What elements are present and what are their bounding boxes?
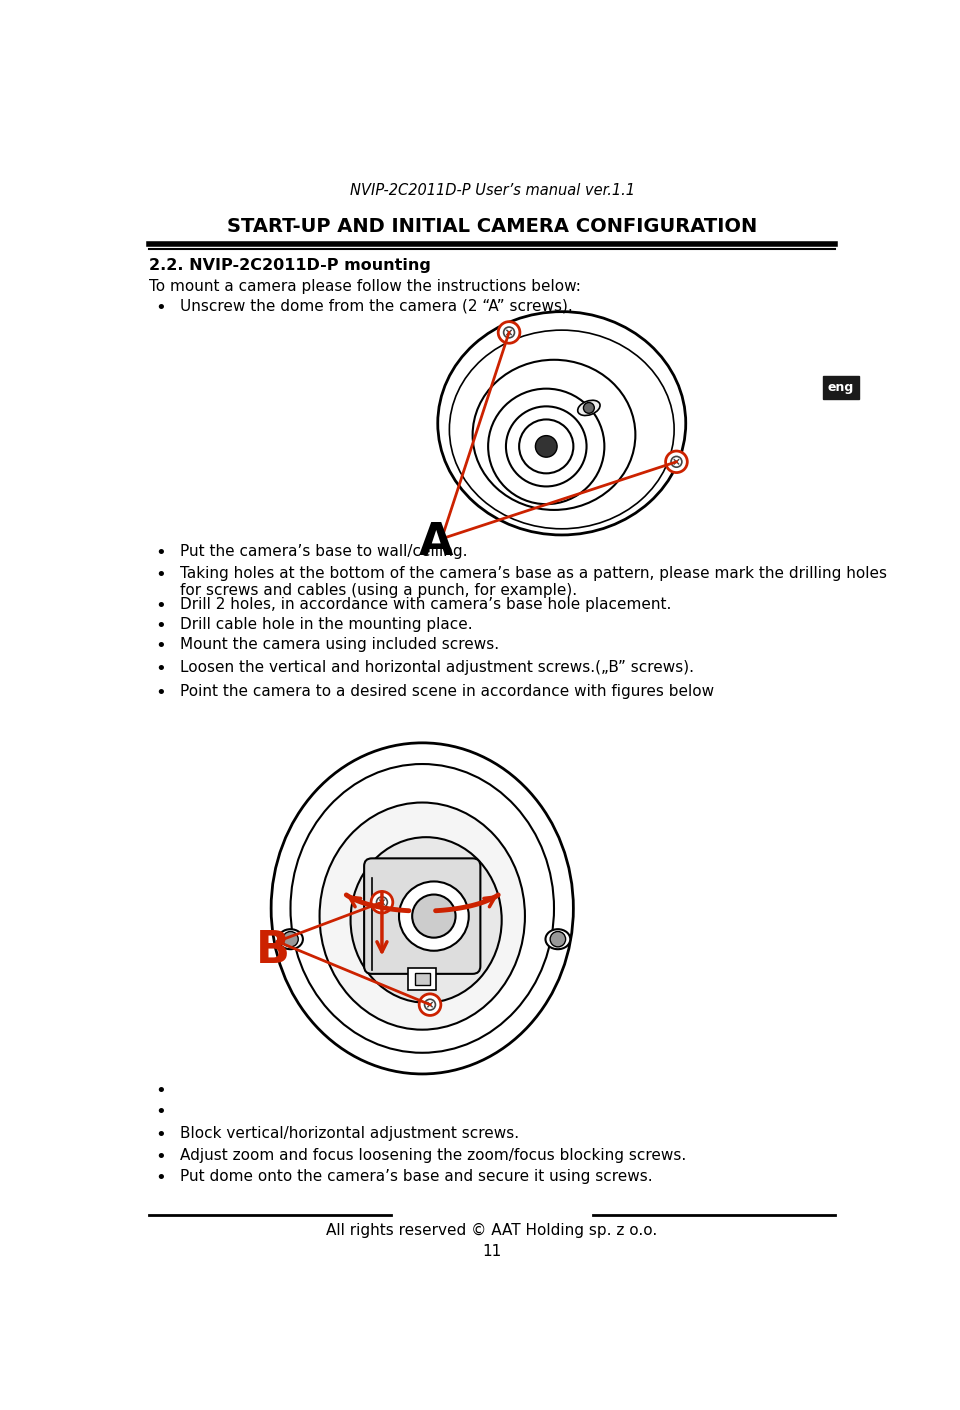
Text: •: • [155,637,166,656]
Text: Point the camera to a desired scene in accordance with figures below: Point the camera to a desired scene in a… [180,684,714,698]
Circle shape [412,894,456,938]
Circle shape [519,419,573,474]
Text: B: B [255,929,290,973]
Circle shape [283,932,299,948]
Ellipse shape [271,743,573,1074]
Text: START-UP AND INITIAL CAMERA CONFIGURATION: START-UP AND INITIAL CAMERA CONFIGURATIO… [227,217,757,235]
Text: •: • [155,660,166,678]
Circle shape [420,994,441,1015]
Text: NVIP-2C2011D-P User’s manual ver.1.1: NVIP-2C2011D-P User’s manual ver.1.1 [349,183,635,197]
Text: Drill 2 holes, in accordance with camera’s base hole placement.: Drill 2 holes, in accordance with camera… [180,596,672,612]
Text: •: • [155,1127,166,1145]
Text: To mount a camera please follow the instructions below:: To mount a camera please follow the inst… [150,279,582,295]
Text: •: • [155,596,166,615]
Bar [408,969,436,990]
Circle shape [584,402,594,413]
Ellipse shape [278,929,303,949]
Circle shape [372,891,393,914]
Text: Put the camera’s base to wall/ceiling.: Put the camera’s base to wall/ceiling. [180,544,468,560]
Circle shape [536,436,557,457]
FancyBboxPatch shape [364,859,480,974]
Text: Unscrew the dome from the camera (2 “A” screws).: Unscrew the dome from the camera (2 “A” … [180,299,573,313]
Ellipse shape [578,400,600,416]
Ellipse shape [320,802,525,1029]
Text: •: • [155,1148,166,1166]
Text: Put dome onto the camera’s base and secure it using screws.: Put dome onto the camera’s base and secu… [180,1169,653,1184]
Text: •: • [155,618,166,636]
Bar [415,973,430,986]
Ellipse shape [545,929,570,949]
Circle shape [498,321,520,343]
Circle shape [399,881,468,950]
Ellipse shape [438,312,685,534]
Text: All rights reserved © AAT Holding sp. z o.o.: All rights reserved © AAT Holding sp. z … [326,1222,658,1238]
Text: Taking holes at the bottom of the camera’s base as a pattern, please mark the dr: Taking holes at the bottom of the camera… [180,565,887,598]
Text: Mount the camera using included screws.: Mount the camera using included screws. [180,637,499,653]
Text: A: A [419,522,453,564]
Text: Adjust zoom and focus loosening the zoom/focus blocking screws.: Adjust zoom and focus loosening the zoom… [180,1148,686,1163]
Ellipse shape [350,838,502,1003]
FancyBboxPatch shape [823,376,858,399]
Circle shape [550,932,565,948]
Text: 11: 11 [482,1244,502,1259]
Text: Drill cable hole in the mounting place.: Drill cable hole in the mounting place. [180,618,473,632]
Text: •: • [155,684,166,702]
Text: •: • [155,1103,166,1121]
Text: •: • [155,299,166,317]
Text: Block vertical/horizontal adjustment screws.: Block vertical/horizontal adjustment scr… [180,1127,519,1141]
Text: •: • [155,1081,166,1100]
Text: •: • [155,565,166,584]
Text: •: • [155,1169,166,1187]
Text: eng: eng [828,381,853,395]
Text: •: • [155,544,166,563]
Text: Loosen the vertical and horizontal adjustment screws.(„B” screws).: Loosen the vertical and horizontal adjus… [180,660,694,675]
Circle shape [665,451,687,472]
Text: 2.2. NVIP-2C2011D-P mounting: 2.2. NVIP-2C2011D-P mounting [150,258,431,272]
